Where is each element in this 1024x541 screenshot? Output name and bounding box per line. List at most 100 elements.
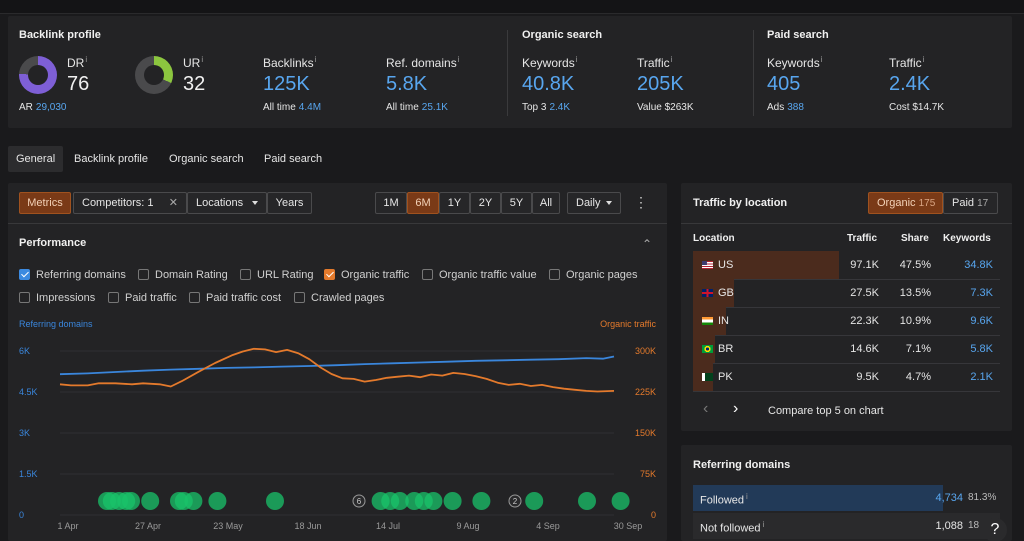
annotation-marker[interactable]	[525, 492, 544, 510]
checkbox-crawled-pages[interactable]: Crawled pages	[294, 292, 384, 304]
paid-keywords-label[interactable]: Keywordsi	[767, 55, 823, 70]
backlinks-all-time-link[interactable]: 4.4M	[298, 102, 322, 113]
checkbox-icon[interactable]	[138, 269, 149, 280]
prev-page-icon[interactable]: ‹	[703, 400, 709, 417]
col-keywords[interactable]: Keywords	[943, 233, 991, 244]
checkbox-organic-traffic-value[interactable]: Organic traffic value	[422, 269, 537, 281]
organic-keywords-value[interactable]: 40.8K	[522, 73, 575, 95]
next-page-icon[interactable]: ›	[733, 400, 739, 417]
annotation-marker[interactable]	[424, 492, 443, 510]
organic-traffic-value[interactable]: 205K	[637, 73, 684, 95]
overview-metrics-panel: Backlink profile DRi 76 AR 29,030 URi 32 …	[8, 16, 1012, 128]
backlinks-label[interactable]: Backlinksi	[263, 55, 317, 70]
location-keywords[interactable]: 34.8K	[964, 259, 993, 271]
competitors-button[interactable]: Competitors: 1 ✕	[73, 192, 187, 214]
dr-label[interactable]: DRi	[67, 55, 88, 70]
checkbox-icon[interactable]	[549, 269, 560, 280]
annotation-marker[interactable]	[390, 492, 409, 510]
location-keywords[interactable]: 7.3K	[970, 287, 993, 299]
annotation-count-badge[interactable]	[508, 494, 522, 508]
tab-paid-search[interactable]: Paid search	[264, 153, 323, 165]
tab-organic-search[interactable]: Organic search	[169, 153, 244, 165]
collapse-icon[interactable]: ⌃	[642, 237, 653, 251]
referring-domain-row[interactable]: Followed i 4,734 81.3%	[681, 485, 1012, 511]
divider	[753, 30, 754, 116]
annotation-marker[interactable]	[611, 492, 630, 510]
checkbox-impressions[interactable]: Impressions	[19, 292, 95, 304]
checkbox-organic-traffic[interactable]: Organic traffic	[324, 269, 409, 281]
ref-domains-all-time-link[interactable]: 25.1K	[421, 102, 448, 113]
location-keywords[interactable]: 9.6K	[970, 315, 993, 327]
organic-top3-link[interactable]: 2.4K	[549, 102, 571, 113]
range-1y-button[interactable]: 1Y	[439, 192, 470, 214]
checkbox-url-rating[interactable]: URL Rating	[240, 269, 313, 281]
organic-toggle[interactable]: Organic 175	[868, 192, 943, 214]
range-all-button[interactable]: All	[532, 192, 560, 214]
info-icon[interactable]: i	[746, 492, 748, 501]
backlinks-value[interactable]: 125K	[263, 73, 310, 95]
checkbox-icon[interactable]	[108, 292, 119, 303]
annotation-marker[interactable]	[266, 492, 284, 510]
annotation-marker[interactable]	[472, 492, 491, 510]
range-6m-button[interactable]: 6M	[407, 192, 439, 214]
annotation-marker[interactable]	[208, 492, 227, 510]
checkbox-icon[interactable]	[19, 292, 30, 303]
paid-traffic-value[interactable]: 2.4K	[889, 73, 931, 95]
ref-domains-label[interactable]: Ref. domainsi	[386, 55, 460, 70]
checkbox-icon[interactable]	[294, 292, 305, 303]
ar-link[interactable]: 29,030	[35, 102, 67, 113]
location-keywords[interactable]: 2.1K	[970, 371, 993, 383]
location-row[interactable]: PK 9.5K 4.7% 2.1K	[681, 363, 1012, 391]
checkbox-organic-pages[interactable]: Organic pages	[549, 269, 638, 281]
ref-domains-value[interactable]: 5.8K	[386, 73, 428, 95]
range-2y-button[interactable]: 2Y	[470, 192, 501, 214]
tab-general[interactable]: General	[8, 146, 64, 172]
annotation-marker[interactable]	[141, 492, 160, 510]
info-icon[interactable]: i	[762, 520, 765, 529]
checkbox-paid-traffic[interactable]: Paid traffic	[108, 292, 177, 304]
x-tick-label: 27 Apr	[135, 521, 161, 531]
annotation-marker[interactable]	[443, 492, 462, 510]
compare-top5-link[interactable]: Compare top 5 on chart	[768, 405, 884, 417]
paid-keywords-value[interactable]: 405	[767, 73, 801, 95]
location-row[interactable]: GB 27.5K 13.5% 7.3K	[681, 279, 1012, 307]
ur-label[interactable]: URi	[183, 55, 204, 70]
location-row[interactable]: US 97.1K 47.5% 34.8K	[681, 251, 1012, 279]
checkbox-referring-domains[interactable]: Referring domains	[19, 269, 126, 281]
checkbox-icon[interactable]	[240, 269, 251, 280]
annotation-count-badge[interactable]	[352, 494, 366, 508]
checkbox-domain-rating[interactable]: Domain Rating	[138, 269, 228, 281]
referring-row-value[interactable]: 1,088	[935, 520, 963, 532]
help-button[interactable]: ?	[983, 518, 1007, 541]
col-share[interactable]: Share	[901, 233, 929, 244]
years-button[interactable]: Years	[267, 192, 312, 214]
locations-dropdown[interactable]: Locations	[187, 192, 267, 214]
referring-domain-row[interactable]: Not followed i 1,088 18	[681, 513, 1012, 539]
annotation-marker[interactable]	[122, 492, 140, 510]
checkbox-icon[interactable]	[422, 269, 433, 280]
location-row[interactable]: BR 14.6K 7.1% 5.8K	[681, 335, 1012, 363]
col-location[interactable]: Location	[693, 233, 735, 244]
tab-backlink-profile[interactable]: Backlink profile	[74, 153, 148, 165]
paid-ads-link[interactable]: 388	[787, 102, 804, 113]
checkbox-icon[interactable]	[324, 269, 335, 280]
location-keywords[interactable]: 5.8K	[970, 343, 993, 355]
annotation-marker[interactable]	[578, 492, 596, 510]
checkbox-icon[interactable]	[189, 292, 200, 303]
close-icon[interactable]: ✕	[168, 197, 178, 209]
range-1m-button[interactable]: 1M	[375, 192, 407, 214]
checkbox-icon[interactable]	[19, 269, 30, 280]
annotation-marker[interactable]	[184, 492, 203, 510]
organic-traffic-label[interactable]: Traffici	[637, 55, 673, 70]
referring-row-value[interactable]: 4,734	[935, 492, 963, 504]
paid-toggle[interactable]: Paid 17	[943, 192, 998, 214]
paid-traffic-label[interactable]: Traffici	[889, 55, 925, 70]
organic-keywords-label[interactable]: Keywordsi	[522, 55, 578, 70]
col-traffic[interactable]: Traffic	[847, 233, 878, 244]
metrics-button[interactable]: Metrics	[19, 192, 71, 214]
checkbox-paid-traffic-cost[interactable]: Paid traffic cost	[189, 292, 281, 304]
range-5y-button[interactable]: 5Y	[501, 192, 532, 214]
interval-dropdown[interactable]: Daily	[567, 192, 621, 214]
more-options-icon[interactable]: ⋮	[634, 194, 648, 210]
location-row[interactable]: IN 22.3K 10.9% 9.6K	[681, 307, 1012, 335]
